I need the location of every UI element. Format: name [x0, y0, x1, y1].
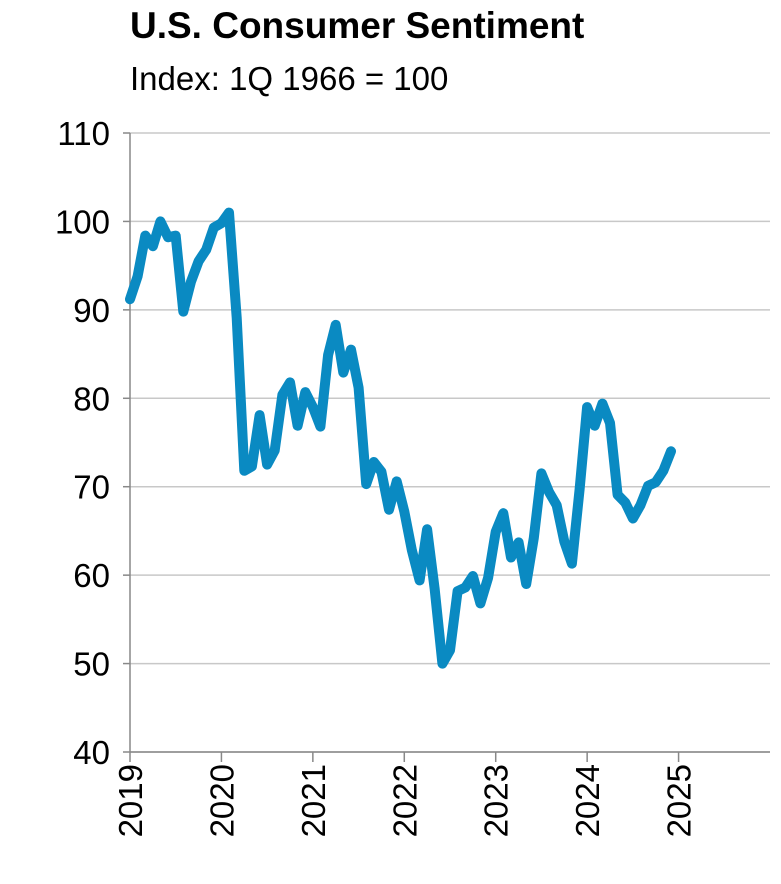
- y-tick-label: 40: [73, 734, 110, 771]
- chart-subtitle: Index: 1Q 1966 = 100: [130, 60, 448, 97]
- y-tick-label: 70: [73, 469, 110, 506]
- y-tick-label: 60: [73, 557, 110, 594]
- y-tick-label: 100: [55, 203, 110, 240]
- chart-title: U.S. Consumer Sentiment: [130, 5, 584, 46]
- y-tick-label: 90: [73, 292, 110, 329]
- x-tick-label: 2022: [386, 764, 423, 837]
- series-line: [125, 207, 676, 669]
- y-tick-label: 110: [57, 115, 110, 152]
- x-tick-label: 2019: [112, 764, 149, 837]
- x-tick-label: 2021: [295, 764, 332, 837]
- x-tick-label: 2024: [569, 764, 606, 837]
- x-tick-label: 2020: [203, 764, 240, 837]
- y-tick-label: 50: [73, 646, 110, 683]
- y-tick-label: 80: [73, 380, 110, 417]
- x-tick-label: 2023: [478, 764, 515, 837]
- x-tick-label: 2025: [661, 764, 698, 837]
